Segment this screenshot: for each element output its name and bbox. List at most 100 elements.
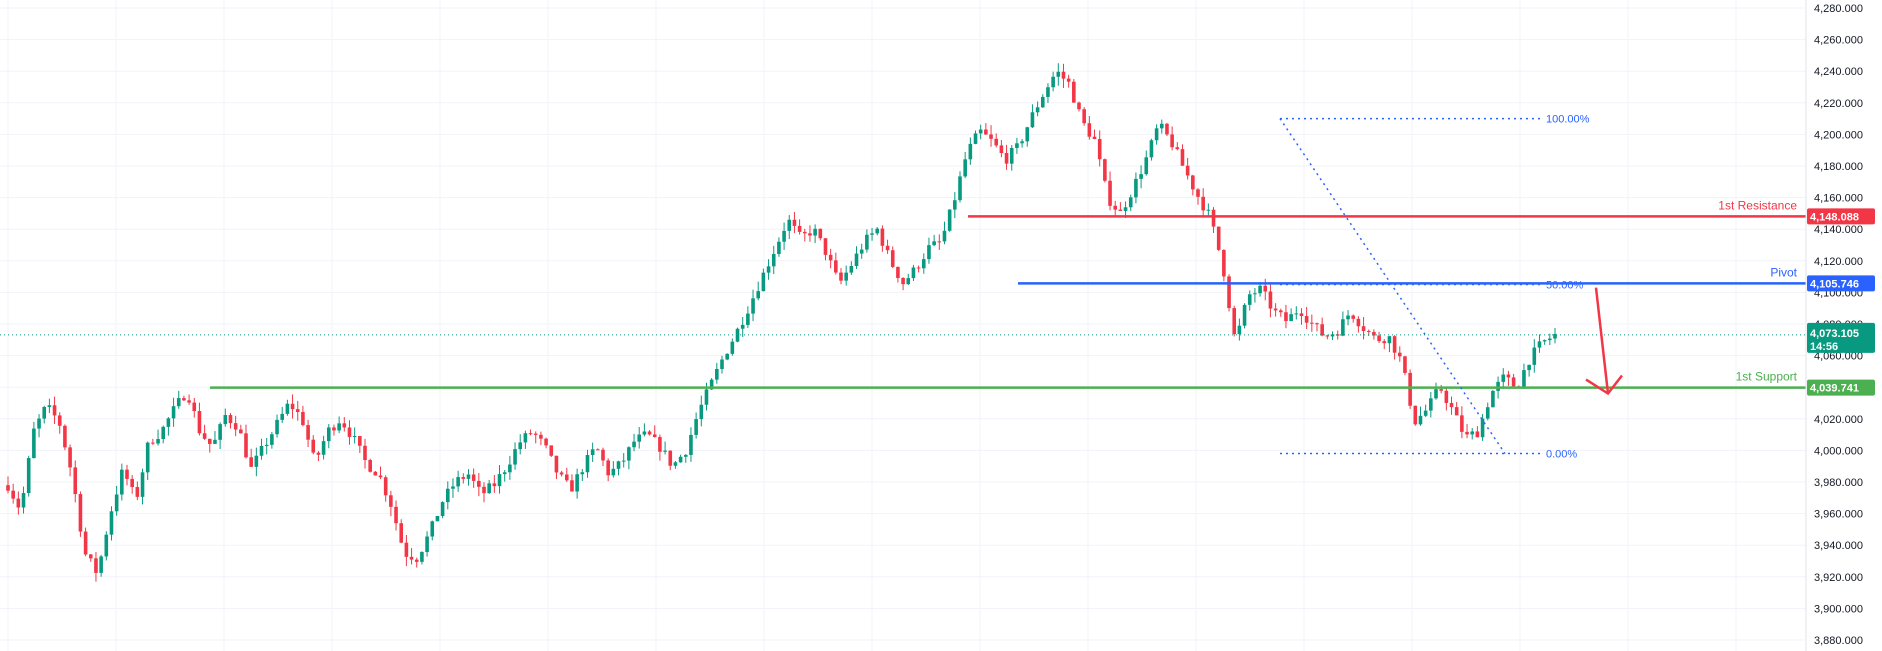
candle bbox=[973, 130, 978, 145]
candle-body bbox=[1242, 304, 1247, 326]
candle bbox=[782, 222, 786, 250]
candle-body bbox=[740, 324, 745, 329]
candle bbox=[761, 268, 766, 292]
candle bbox=[1470, 428, 1475, 440]
candle-body bbox=[1548, 338, 1552, 341]
candle bbox=[549, 445, 554, 458]
y-tick-label: 3,900.000 bbox=[1814, 603, 1863, 615]
candle bbox=[901, 277, 905, 291]
fib-level-label: 0.00% bbox=[1546, 449, 1577, 461]
candle-body bbox=[523, 433, 528, 443]
candle bbox=[715, 362, 719, 384]
candle bbox=[642, 423, 647, 437]
candle-body bbox=[761, 272, 766, 292]
candle-body bbox=[1009, 147, 1014, 164]
candle-body bbox=[358, 436, 362, 446]
candle bbox=[523, 430, 528, 449]
candle bbox=[818, 228, 823, 241]
candle bbox=[425, 531, 429, 557]
candle bbox=[383, 475, 388, 502]
candle bbox=[492, 474, 497, 493]
candle-body bbox=[963, 159, 967, 177]
candle-body bbox=[932, 241, 936, 246]
candle-body bbox=[1108, 180, 1112, 206]
candle-body bbox=[984, 129, 988, 135]
candle-body bbox=[652, 434, 657, 438]
level-2: 1st Support bbox=[210, 370, 1806, 389]
candle-body bbox=[404, 542, 409, 557]
candle bbox=[958, 171, 962, 203]
candle-body bbox=[859, 249, 864, 254]
candle bbox=[1077, 101, 1081, 112]
candle bbox=[849, 261, 854, 275]
candle bbox=[37, 414, 41, 438]
candle bbox=[502, 470, 507, 482]
candle bbox=[120, 463, 124, 501]
candle bbox=[585, 449, 590, 478]
candle-body bbox=[1232, 308, 1237, 335]
candle-body bbox=[777, 241, 781, 254]
candle-body bbox=[1258, 285, 1262, 294]
arrow-shaft bbox=[1594, 287, 1610, 394]
candle bbox=[1522, 363, 1526, 389]
candle bbox=[735, 327, 740, 343]
candle bbox=[652, 425, 657, 438]
candle-body bbox=[544, 438, 548, 446]
candle bbox=[1413, 405, 1418, 426]
candle-body bbox=[1237, 325, 1242, 335]
candle bbox=[606, 458, 610, 482]
candle-body bbox=[352, 436, 357, 438]
candle bbox=[1139, 165, 1143, 189]
candle bbox=[854, 246, 859, 269]
candle-body bbox=[1144, 157, 1149, 175]
candle bbox=[911, 264, 916, 281]
candle bbox=[508, 455, 512, 480]
candle-body bbox=[399, 523, 404, 543]
candle-body bbox=[301, 411, 305, 426]
candle bbox=[797, 219, 802, 235]
candle bbox=[580, 469, 585, 482]
candle bbox=[1392, 335, 1397, 360]
candle bbox=[140, 468, 145, 505]
candle bbox=[1325, 334, 1330, 340]
candle bbox=[1429, 391, 1433, 418]
candle bbox=[1222, 249, 1226, 282]
candle bbox=[1227, 274, 1231, 312]
candle bbox=[937, 234, 942, 250]
candle-body bbox=[47, 405, 52, 407]
price-tag-0: 4,148.088 bbox=[1807, 208, 1875, 225]
candle bbox=[295, 400, 300, 421]
candle-body bbox=[973, 133, 978, 144]
candle-body bbox=[1346, 315, 1350, 320]
y-tick-label: 3,940.000 bbox=[1814, 540, 1863, 552]
candle-body bbox=[32, 428, 36, 459]
candle-body bbox=[1103, 159, 1107, 181]
candle-body bbox=[1501, 374, 1506, 382]
y-tick-label: 4,220.000 bbox=[1814, 98, 1863, 110]
candle-body bbox=[1123, 207, 1128, 211]
candle-body bbox=[746, 313, 750, 325]
candle bbox=[921, 253, 926, 274]
candle bbox=[766, 259, 771, 280]
candle bbox=[601, 447, 605, 466]
candle bbox=[1263, 278, 1268, 301]
candle bbox=[668, 450, 673, 471]
candle bbox=[590, 442, 595, 462]
candle bbox=[978, 124, 983, 140]
candle bbox=[192, 397, 197, 418]
candle bbox=[1035, 101, 1040, 117]
candle-body bbox=[264, 444, 269, 446]
price-axis[interactable]: 4,280.000 4,260.000 4,240.000 4,220.000 4,20… bbox=[1805, 0, 1882, 651]
y-tick-label: 4,000.000 bbox=[1814, 445, 1863, 457]
candle-body bbox=[192, 402, 197, 412]
candle-body bbox=[130, 478, 134, 488]
candle-body bbox=[549, 445, 554, 456]
candle-body bbox=[140, 472, 145, 497]
candle-body bbox=[1537, 341, 1542, 348]
fib-retracement-tool[interactable]: 100.00% 50.00% 0.00% bbox=[1279, 114, 1590, 461]
candle-body bbox=[6, 485, 10, 491]
candle-body bbox=[409, 556, 414, 560]
candle-body bbox=[1118, 209, 1123, 211]
candle bbox=[1009, 145, 1014, 171]
